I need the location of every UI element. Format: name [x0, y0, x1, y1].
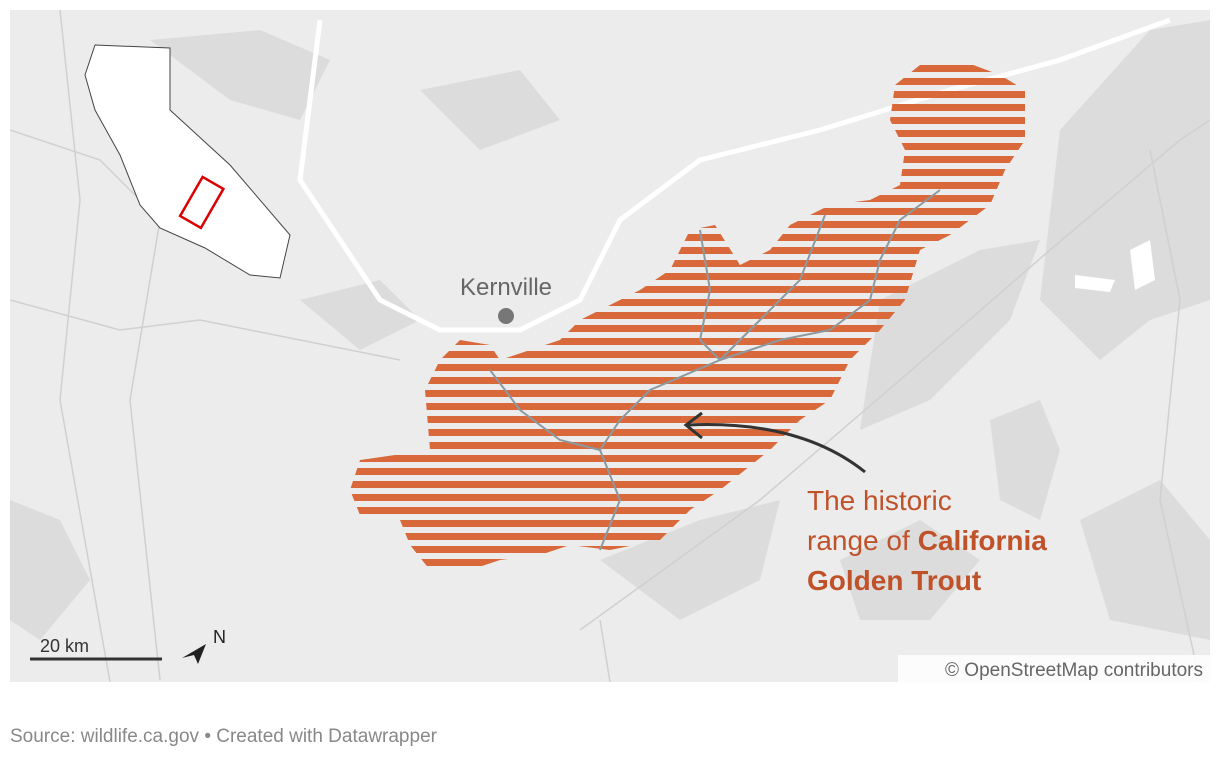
locator-inset [84, 44, 291, 279]
annotation-line: range of California [807, 525, 1047, 556]
annotation: The historic range of California Golden Tro… [807, 485, 1047, 596]
annotation-line: Golden Trout [807, 565, 981, 596]
attribution-bg [898, 655, 1210, 682]
footer-source: Source: wildlife.ca.gov • Created with D… [10, 726, 438, 747]
rivers [489, 189, 941, 551]
historic-range [350, 60, 1025, 570]
scale-label: 20 km [40, 636, 89, 656]
town-marker [498, 308, 514, 324]
north-arrow [182, 644, 206, 664]
annotation-text: The historic [807, 485, 952, 516]
annotation-arrow [687, 423, 866, 474]
annotation-text: California [918, 525, 1048, 556]
arrow-head [683, 411, 703, 440]
annotation-text: Golden Trout [807, 565, 981, 596]
place-label: Kernville [460, 274, 552, 301]
annotation-text: range of [807, 525, 910, 556]
attribution: © OpenStreetMap contributors [945, 660, 1203, 681]
north-label: N [213, 627, 226, 647]
annotation-line: The historic [807, 485, 952, 516]
